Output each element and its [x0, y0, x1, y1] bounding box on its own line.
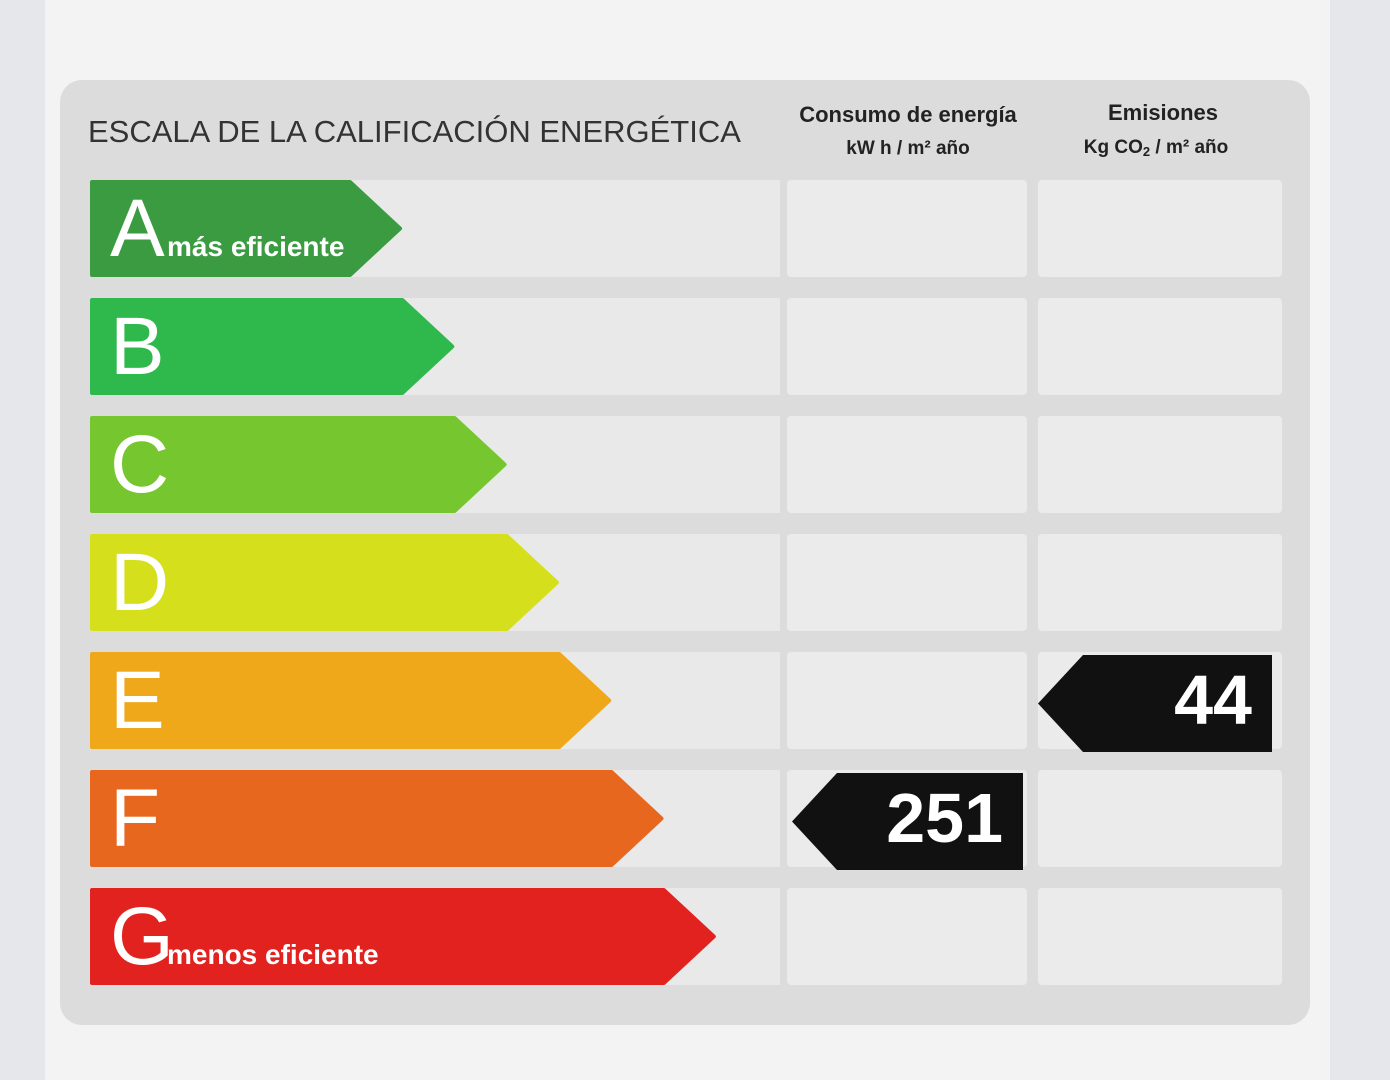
rating-note: menos eficiente	[167, 939, 379, 970]
rating-letter: G	[110, 891, 174, 982]
rating-letter: A	[110, 183, 165, 274]
cell	[787, 180, 1027, 277]
rating-arrow	[90, 534, 559, 631]
unit-subscript: 2	[1143, 144, 1150, 159]
cell	[1038, 534, 1282, 631]
rating-letter: F	[110, 773, 160, 864]
value-marker	[1038, 655, 1272, 752]
value-text: 251	[886, 779, 1003, 857]
value-marker	[792, 773, 1023, 870]
rating-letter: E	[110, 655, 165, 746]
value-text: 44	[1174, 661, 1252, 739]
column-title: Consumo de energía	[799, 102, 1017, 127]
cell	[1038, 888, 1282, 985]
cell	[787, 534, 1027, 631]
rating-letter: C	[110, 419, 169, 510]
rating-arrow	[90, 888, 716, 985]
cell	[787, 888, 1027, 985]
cell	[1038, 298, 1282, 395]
rating-arrow	[90, 770, 664, 867]
cell	[1038, 416, 1282, 513]
cell	[787, 298, 1027, 395]
cell	[1038, 180, 1282, 277]
unit-part: Kg CO	[1084, 137, 1143, 158]
rating-letter: D	[110, 537, 169, 628]
title: ESCALA DE LA CALIFICACIÓN ENERGÉTICA	[88, 114, 741, 149]
rating-arrow	[90, 652, 612, 749]
rating-arrow	[90, 416, 507, 513]
column-title: Emisiones	[1108, 100, 1218, 125]
rating-arrow	[90, 180, 402, 277]
column-unit: kW h / m² año	[846, 138, 970, 159]
column-unit: Kg CO2 / m² año	[1084, 137, 1228, 159]
rating-letter: B	[110, 301, 165, 392]
rating-note: más eficiente	[167, 231, 344, 262]
cell	[1038, 770, 1282, 867]
cell	[787, 416, 1027, 513]
rating-arrow	[90, 298, 455, 395]
cell	[787, 652, 1027, 749]
unit-part: / m² año	[1150, 137, 1228, 158]
